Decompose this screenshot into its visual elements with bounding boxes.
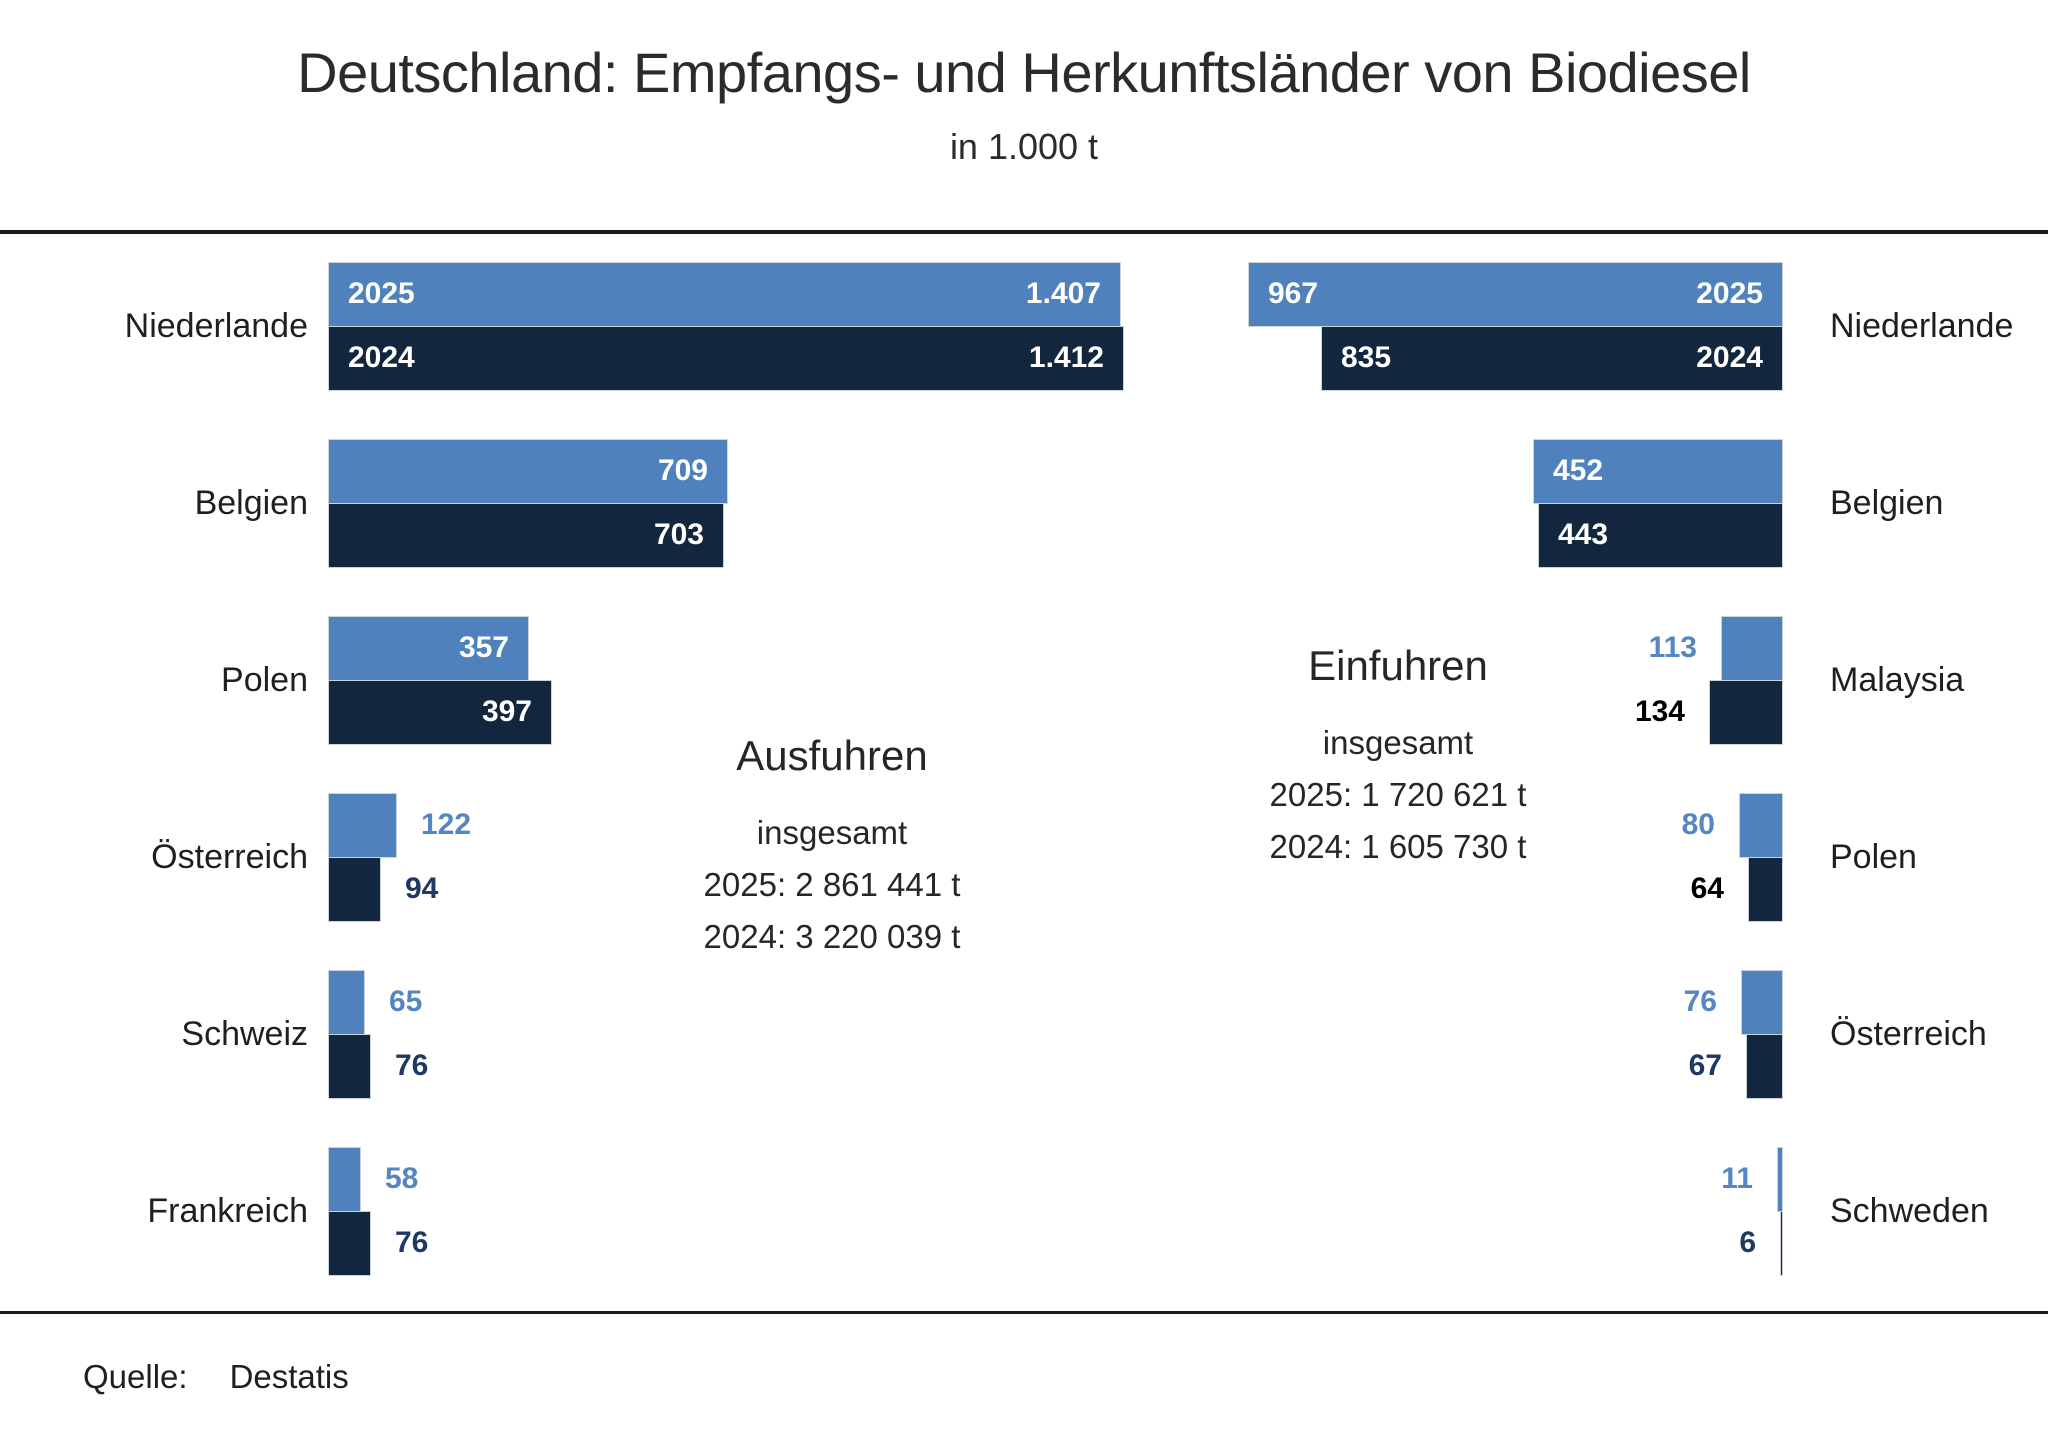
chart-row-schweden: Schweden 11 6 (0, 1147, 2048, 1277)
country-label-niederlande: Niederlande (124, 307, 308, 345)
country-label-polen: Polen (1830, 838, 1917, 876)
country-label--sterreich: Österreich (1830, 1015, 1987, 1053)
bar-2025-malaysia (1721, 616, 1783, 681)
bar-2025-frankreich (328, 1147, 361, 1212)
country-label-schweiz: Schweiz (181, 1015, 308, 1053)
bar-2024-niederlande (1321, 326, 1783, 391)
country-label-belgien: Belgien (1830, 484, 1944, 522)
country-label--sterreich: Österreich (151, 838, 308, 876)
bar-2024-belgien (1538, 503, 1783, 568)
country-label-schweden: Schweden (1830, 1192, 1989, 1230)
year-tag-2024: 2024 (1696, 341, 1763, 374)
chart-row-belgien: Belgien 709 703 (0, 439, 2048, 569)
country-label-niederlande: Niederlande (1830, 307, 2014, 345)
value-label-2025-schweden: 11 (1721, 1162, 1753, 1195)
bar-2024--sterreich (1746, 1034, 1783, 1099)
bar-2024--sterreich (328, 857, 381, 922)
value-label-2024-belgien: 703 (653, 518, 704, 551)
bar-2024-schweden (1780, 1211, 1783, 1276)
value-label-2025-schweiz: 65 (389, 985, 423, 1018)
ausfuhren-total-2024: 2024: 3 220 039 t (703, 918, 961, 955)
value-label-2024--sterreich: 67 (1688, 1049, 1722, 1082)
ausfuhren-subtitle: insgesamt (756, 814, 908, 851)
chart-row-niederlande: Niederlande 967 835 2025 2024 (0, 262, 2048, 392)
einfuhren-subtitle: insgesamt (1322, 724, 1474, 761)
value-label-2025-niederlande: 967 (1268, 277, 1319, 310)
bar-2024-frankreich (328, 1211, 371, 1276)
page-title: Deutschland: Empfangs- und Herkunftsländ… (297, 41, 1751, 104)
chart-row-niederlande: Niederlande 1.407 1.412 2025 2024 (0, 262, 2048, 392)
value-label-2024-polen: 64 (1690, 872, 1724, 905)
value-label-2025-polen: 80 (1681, 808, 1715, 841)
chart-row-belgien: Belgien 452 443 (0, 439, 2048, 569)
year-tag-2025: 2025 (1696, 277, 1763, 310)
bar-2025-schweden (1777, 1147, 1783, 1212)
country-label-malaysia: Malaysia (1830, 661, 1965, 699)
country-label-polen: Polen (221, 661, 308, 699)
chart-row-frankreich: Frankreich 58 76 (0, 1147, 2048, 1277)
bar-2025--sterreich (1741, 970, 1783, 1035)
bar-2024-polen (1748, 857, 1783, 922)
value-label-2025--sterreich: 76 (1683, 985, 1717, 1018)
bar-2025-niederlande (328, 262, 1121, 327)
bar-2025-niederlande (1248, 262, 1783, 327)
year-tag-2025: 2025 (348, 277, 415, 310)
page-subtitle: in 1.000 t (949, 126, 1099, 167)
value-label-2025-frankreich: 58 (385, 1162, 419, 1195)
year-tag-2024: 2024 (348, 341, 415, 374)
ausfuhren-total-2025: 2025: 2 861 441 t (703, 866, 961, 903)
chart-row--sterreich: Österreich 122 94 (0, 793, 2048, 923)
chart-row-malaysia: Malaysia 113 134 (0, 616, 2048, 746)
ausfuhren-title: Ausfuhren (736, 732, 928, 779)
value-label-2024-frankreich: 76 (395, 1226, 429, 1259)
value-label-2024-schweden: 6 (1739, 1226, 1756, 1259)
value-label-2025-malaysia: 113 (1648, 631, 1697, 664)
value-label-2024-niederlande: 1.412 (1028, 341, 1104, 374)
bar-2025-polen (328, 616, 529, 681)
value-label-2025-niederlande: 1.407 (1025, 277, 1101, 310)
bar-2024-belgien (328, 503, 724, 568)
bar-2025-polen (1739, 793, 1783, 858)
value-label-2024-schweiz: 76 (395, 1049, 429, 1082)
chart-row-polen: Polen 80 64 (0, 793, 2048, 923)
value-label-2025-belgien: 452 (1553, 454, 1604, 487)
bar-2024-malaysia (1709, 680, 1783, 745)
bottom-divider (0, 1311, 2048, 1314)
einfuhren-total-2025: 2025: 1 720 621 t (1269, 776, 1527, 813)
value-label-2024--sterreich: 94 (405, 872, 439, 905)
value-label-2024-niederlande: 835 (1341, 341, 1392, 374)
source-label: Quelle: (83, 1358, 188, 1395)
source-line: Quelle: Destatis (83, 1358, 349, 1396)
value-label-2024-malaysia: 134 (1634, 695, 1685, 728)
chart-row-polen: Polen 357 397 (0, 616, 2048, 746)
chart-row-schweiz: Schweiz 65 76 (0, 970, 2048, 1100)
source-value: Destatis (229, 1358, 349, 1395)
einfuhren-title: Einfuhren (1308, 642, 1488, 689)
value-label-2025--sterreich: 122 (421, 808, 472, 841)
country-label-belgien: Belgien (194, 484, 308, 522)
value-label-2024-belgien: 443 (1558, 518, 1609, 551)
country-label-frankreich: Frankreich (147, 1192, 308, 1230)
top-divider (0, 230, 2048, 234)
value-label-2024-polen: 397 (481, 695, 532, 728)
bar-2024-schweiz (328, 1034, 371, 1099)
value-label-2025-polen: 357 (458, 631, 509, 664)
einfuhren-total-2024: 2024: 1 605 730 t (1269, 828, 1527, 865)
bar-2024-niederlande (328, 326, 1124, 391)
bar-2025--sterreich (328, 793, 397, 858)
bar-2024-polen (328, 680, 552, 745)
value-label-2025-belgien: 709 (657, 454, 708, 487)
chart-row--sterreich: Österreich 76 67 (0, 970, 2048, 1100)
